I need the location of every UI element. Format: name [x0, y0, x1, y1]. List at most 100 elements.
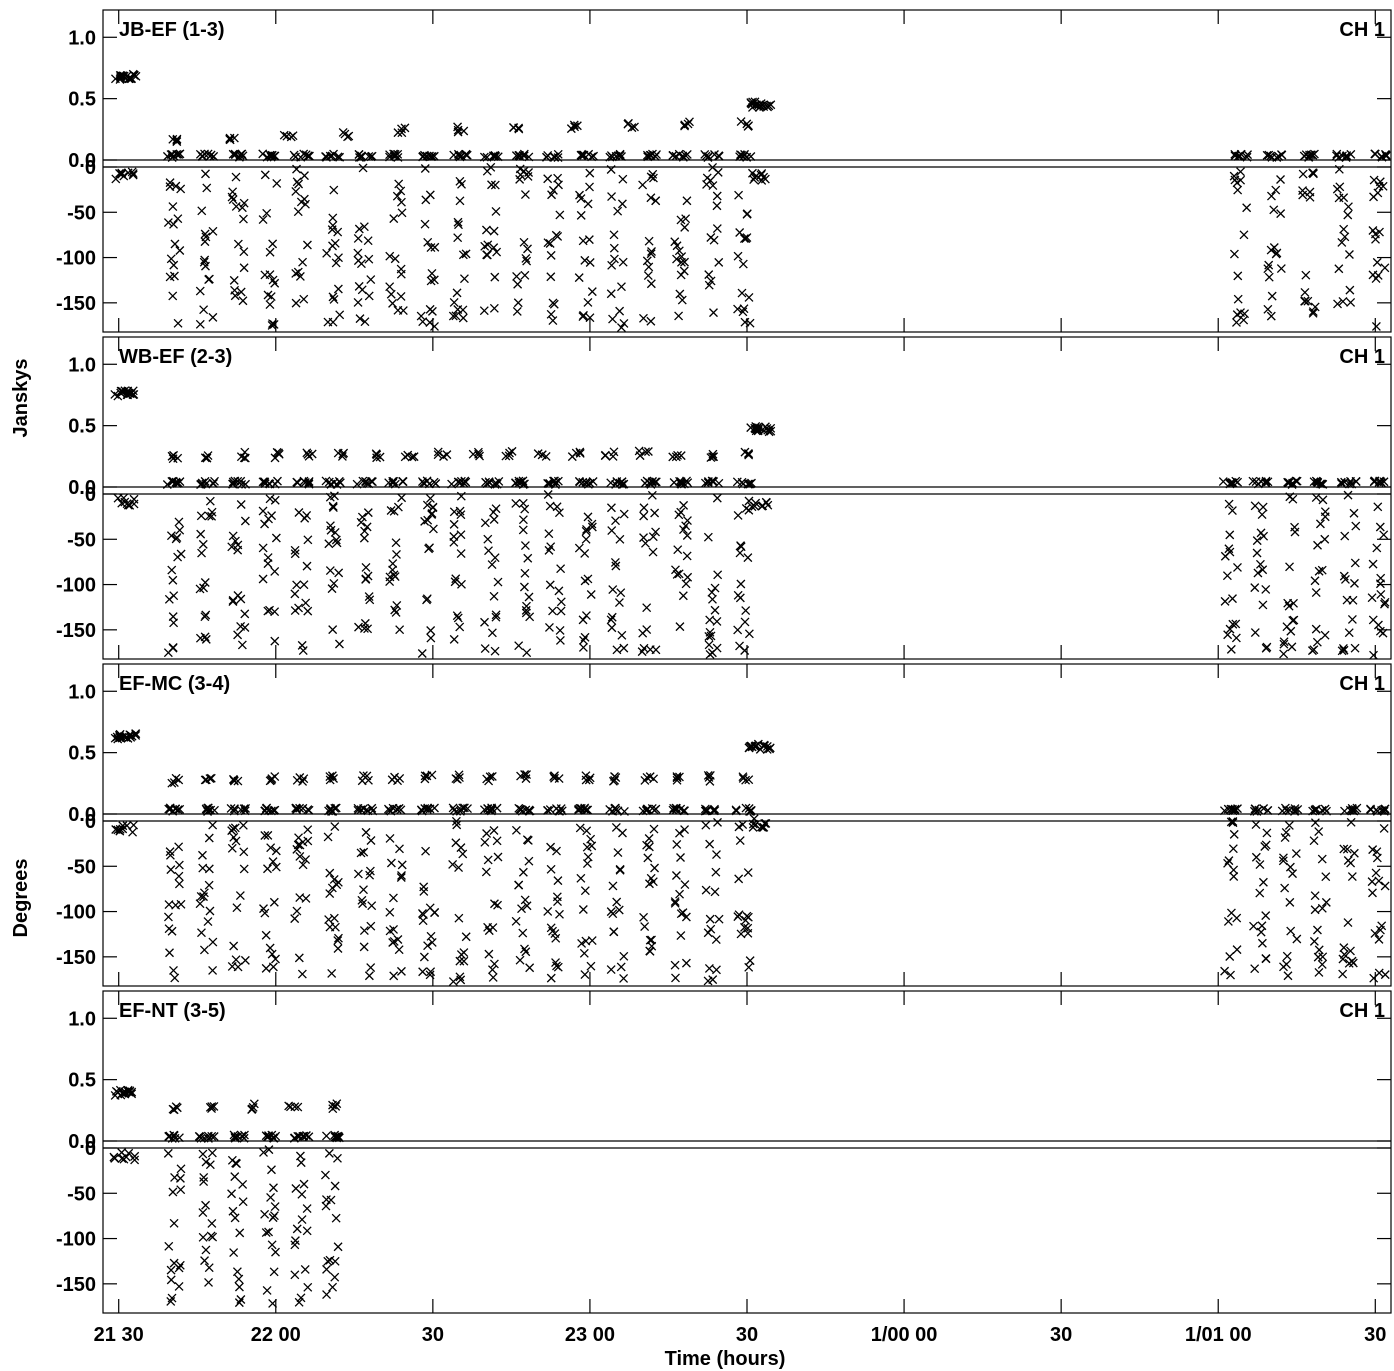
target-phase-point	[681, 912, 691, 922]
calibrator-phase-point	[130, 1155, 140, 1165]
scan-amplitude-point	[567, 452, 577, 462]
target-phase-point	[201, 1157, 211, 1167]
target-amplitude-point	[543, 478, 553, 488]
target-phase-point	[385, 907, 395, 917]
late-calibrator-phase-point	[763, 500, 773, 510]
target-phase-point	[269, 319, 279, 329]
target-phase-point	[734, 874, 744, 884]
target-phase-point	[520, 190, 530, 200]
target-phase-point	[545, 580, 555, 590]
scan-amplitude-point	[442, 450, 452, 460]
target-phase-point	[234, 1274, 244, 1284]
target-phase-point	[456, 510, 466, 520]
target-phase-point	[1285, 492, 1295, 502]
target-amplitude-point	[1345, 479, 1354, 489]
target-phase-point	[390, 605, 400, 615]
target-phase-point	[679, 266, 689, 276]
target-phase-point	[579, 948, 589, 958]
target-phase-point	[1283, 971, 1293, 981]
target-phase-point	[164, 1241, 174, 1251]
target-phase-point	[608, 881, 618, 891]
target-phase-point	[330, 527, 340, 537]
panel-frame	[102, 990, 1392, 1314]
target-phase-point	[269, 1267, 279, 1277]
target-phase-point	[451, 311, 461, 321]
scan-amplitude-point	[207, 1104, 216, 1114]
scan-amplitude-point	[514, 124, 524, 134]
target-amplitude-point	[418, 478, 428, 488]
target-phase-point	[583, 298, 593, 307]
target-amplitude-point	[492, 803, 502, 813]
target-amplitude-point	[1263, 805, 1273, 815]
target-phase-point	[449, 297, 459, 307]
target-phase-point	[489, 591, 499, 601]
target-phase-point	[416, 311, 426, 321]
target-phase-point	[583, 574, 593, 584]
target-amplitude-point	[741, 803, 751, 813]
target-phase-point	[302, 510, 312, 520]
target-phase-point	[418, 967, 428, 977]
scan-amplitude-point	[627, 123, 637, 133]
target-phase-point	[330, 822, 340, 832]
target-phase-point	[1276, 209, 1286, 219]
target-phase-point	[163, 912, 173, 922]
target-phase-point	[1251, 820, 1261, 830]
target-phase-point	[522, 256, 532, 266]
target-phase-point	[360, 526, 370, 536]
target-phase-point	[616, 323, 626, 332]
y-axis-title-phase: Degrees	[10, 859, 32, 938]
target-phase-point	[675, 622, 685, 632]
target-phase-point	[353, 297, 363, 307]
target-phase-point	[1285, 862, 1295, 872]
target-phase-point	[167, 926, 177, 936]
scan-amplitude-point	[680, 120, 690, 130]
target-phase-point	[736, 579, 746, 589]
target-phase-point	[1261, 954, 1271, 964]
target-phase-point	[651, 645, 661, 655]
target-phase-point	[295, 272, 305, 281]
target-phase-point	[523, 836, 533, 845]
target-phase-point	[1225, 530, 1235, 540]
target-phase-point	[733, 510, 743, 520]
target-amplitude-point	[1309, 477, 1319, 487]
target-phase-point	[1298, 190, 1308, 200]
target-phase-point	[386, 858, 396, 868]
calibrator-phase-point	[128, 827, 138, 837]
target-phase-point	[1225, 952, 1235, 961]
target-phase-point	[651, 196, 661, 206]
target-phase-point	[1332, 184, 1342, 194]
target-phase-point	[1333, 299, 1342, 309]
target-phase-point	[708, 163, 718, 172]
target-phase-point	[227, 192, 237, 202]
target-phase-point	[1344, 628, 1354, 638]
target-amplitude-point	[228, 477, 238, 487]
target-amplitude-point	[167, 153, 177, 162]
target-phase-point	[207, 1148, 217, 1158]
target-phase-point	[238, 296, 248, 306]
target-phase-point	[425, 493, 435, 503]
target-amplitude-point	[455, 478, 465, 488]
target-phase-point	[290, 545, 300, 555]
target-phase-point	[484, 949, 494, 959]
target-phase-point	[581, 526, 591, 536]
target-phase-point	[514, 880, 524, 890]
amplitude-tick-label: 0.5	[68, 1070, 96, 1092]
target-phase-point	[733, 912, 743, 922]
target-amplitude-point	[321, 152, 331, 162]
target-phase-point	[302, 1204, 312, 1214]
target-phase-point	[1312, 925, 1322, 935]
target-phase-point	[490, 553, 500, 563]
target-phase-point	[619, 319, 629, 328]
target-amplitude-point	[524, 152, 534, 162]
amplitude-tick-label: 0.0	[68, 804, 96, 826]
target-amplitude-point	[1322, 806, 1331, 816]
target-phase-point	[1346, 946, 1355, 956]
target-amplitude-point	[543, 150, 553, 160]
target-phase-point	[456, 530, 466, 540]
target-phase-point	[290, 1270, 300, 1280]
target-phase-point	[200, 1256, 210, 1266]
target-phase-point	[1380, 881, 1390, 891]
target-phase-point	[392, 600, 402, 610]
target-phase-point	[582, 826, 592, 836]
target-phase-point	[480, 518, 490, 528]
